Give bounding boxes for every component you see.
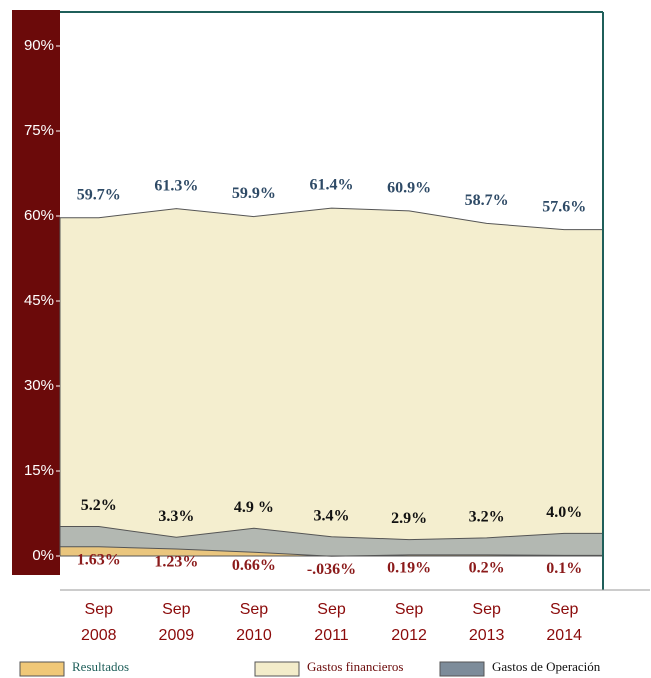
value-label: 4.9 % bbox=[234, 499, 274, 516]
value-label: 1.23% bbox=[154, 554, 198, 571]
x-tick-label: Sep 2012 bbox=[391, 601, 427, 644]
value-label: 61.3% bbox=[154, 177, 198, 194]
y-tick-label: 90% bbox=[24, 37, 54, 54]
x-tick-label: Sep 2008 bbox=[81, 601, 117, 644]
legend-swatch bbox=[19, 661, 65, 677]
y-tick-label: 45% bbox=[24, 292, 54, 309]
value-label: 3.4% bbox=[314, 507, 350, 524]
value-label: 59.9% bbox=[232, 185, 276, 202]
value-label: 0.19% bbox=[387, 560, 431, 577]
y-tick-label: 15% bbox=[24, 462, 54, 479]
value-label: 61.4% bbox=[310, 177, 354, 194]
value-label: -.036% bbox=[307, 561, 356, 578]
value-label: 5.2% bbox=[81, 497, 117, 514]
area bbox=[59, 207, 604, 557]
value-label: 1.63% bbox=[77, 551, 121, 568]
value-label: 3.3% bbox=[158, 508, 194, 525]
value-label: 59.7% bbox=[77, 186, 121, 203]
x-tick-label: Sep 2014 bbox=[546, 601, 582, 644]
x-tick-label: Sep 2011 bbox=[314, 601, 349, 644]
legend-swatch bbox=[439, 661, 485, 677]
y-axis-band bbox=[12, 10, 60, 575]
value-label: 4.0% bbox=[546, 504, 582, 521]
y-tick-label: 0% bbox=[32, 547, 54, 564]
value-label: 2.9% bbox=[391, 510, 427, 527]
x-tick-label: Sep 2010 bbox=[236, 601, 272, 644]
legend-label: Gastos financieros bbox=[307, 659, 403, 674]
x-tick-label: Sep 2009 bbox=[159, 601, 195, 644]
value-label: 0.2% bbox=[469, 560, 505, 577]
legend-swatch bbox=[254, 661, 300, 677]
value-label: 0.1% bbox=[546, 560, 582, 577]
y-tick-label: 30% bbox=[24, 377, 54, 394]
y-tick-label: 60% bbox=[24, 207, 54, 224]
legend-label: Gastos de Operación bbox=[492, 659, 601, 674]
value-label: 58.7% bbox=[465, 192, 509, 209]
value-label: 3.2% bbox=[469, 509, 505, 526]
x-tick-label: Sep 2013 bbox=[469, 601, 505, 644]
value-label: 60.9% bbox=[387, 180, 431, 197]
legend-label: Resultados bbox=[72, 659, 129, 674]
value-label: 57.6% bbox=[542, 198, 586, 215]
value-label: 0.66% bbox=[232, 557, 276, 574]
y-tick-label: 75% bbox=[24, 122, 54, 139]
